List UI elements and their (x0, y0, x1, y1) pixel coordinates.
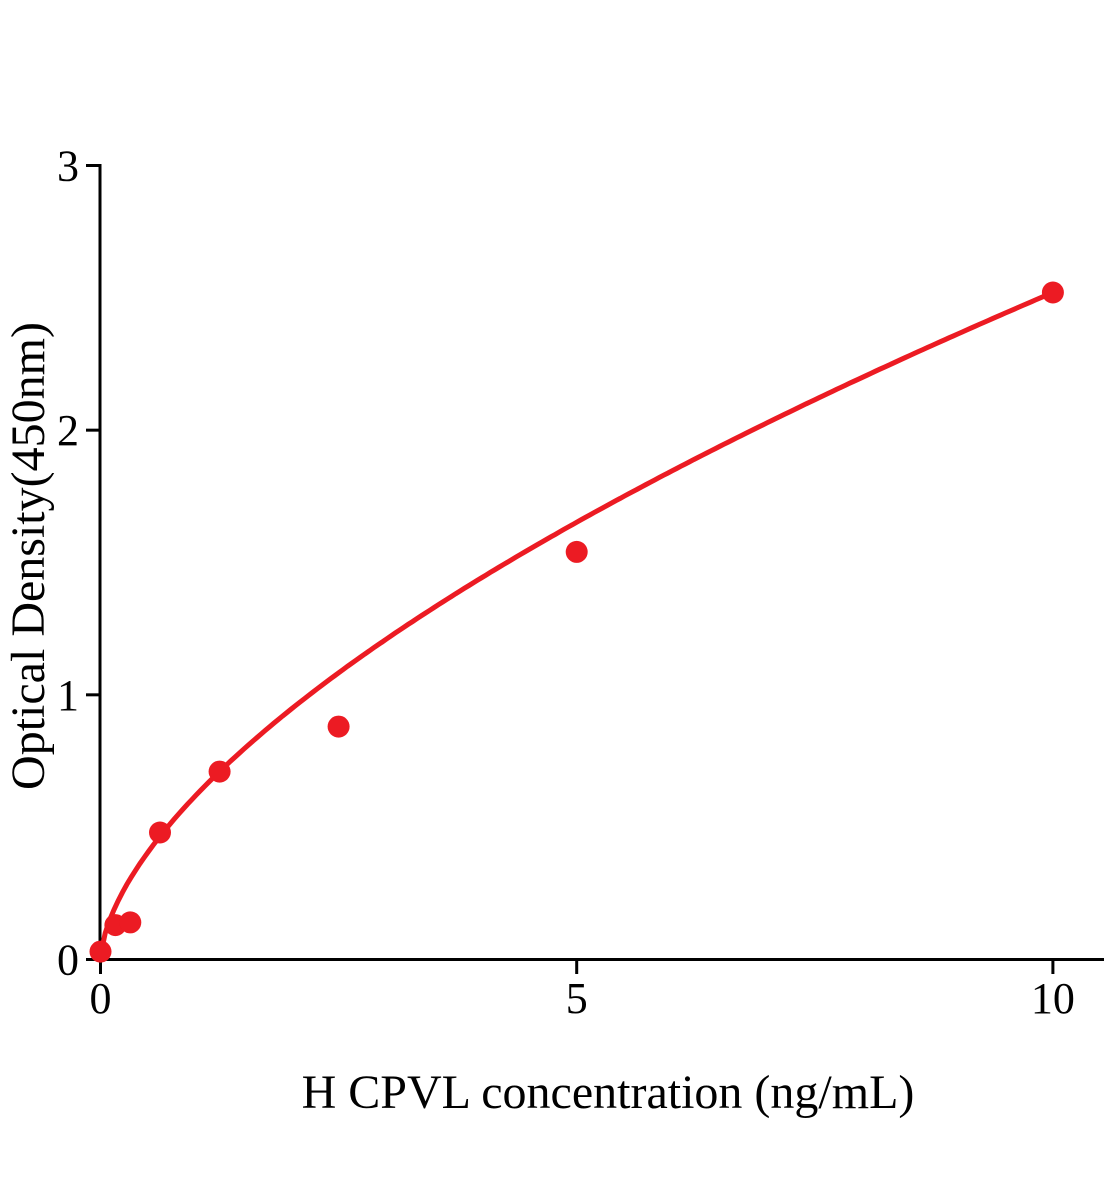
data-point-5 (327, 715, 350, 738)
data-point-7 (1041, 281, 1064, 304)
data-point-2 (119, 911, 142, 934)
data-point-4 (208, 760, 231, 783)
x-axis-title: H CPVL concentration (ng/mL) (302, 1066, 915, 1119)
y-tick-label-2: 2 (57, 406, 79, 455)
x-tick-label-0: 0 (90, 974, 112, 1023)
data-points (89, 281, 1064, 963)
y-axis-title: Optical Density(450nm) (2, 322, 55, 790)
y-tick-label-1: 1 (57, 671, 79, 720)
y-tick-label-0: 0 (57, 936, 79, 985)
axes: 0 1 2 3 0 5 10 (57, 141, 1104, 1023)
x-axis-ticks: 0 5 10 (90, 959, 1075, 1023)
x-tick-label-10: 10 (1031, 974, 1075, 1023)
data-point-6 (565, 540, 588, 563)
y-tick-label-3: 3 (57, 141, 79, 190)
data-point-0 (89, 940, 112, 963)
fit-curve (98, 290, 1056, 957)
y-axis-ticks: 0 1 2 3 (57, 141, 100, 985)
data-point-3 (149, 821, 171, 844)
x-tick-label-5: 5 (566, 974, 588, 1023)
